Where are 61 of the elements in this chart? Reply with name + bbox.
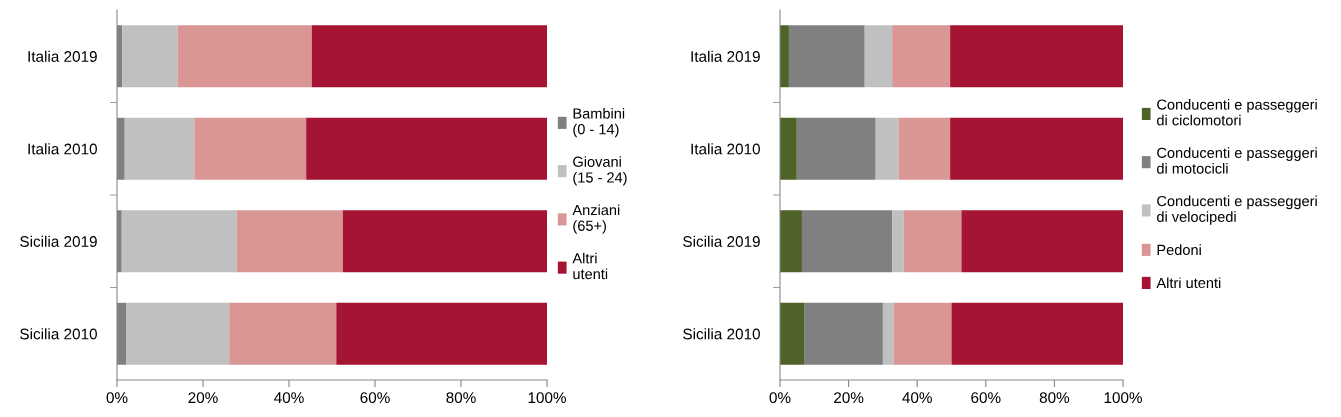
x-tick-label: 0% [106, 392, 128, 404]
legend-label: Altri utenti [1156, 277, 1221, 289]
bar [801, 210, 893, 273]
bar [780, 210, 802, 273]
x-tick-label: 60% [360, 392, 390, 404]
legend-label: Giovani (15 - 24) [573, 156, 627, 186]
bar [804, 302, 883, 365]
bar [875, 117, 899, 180]
bar [306, 117, 547, 180]
bar [121, 210, 237, 273]
x-tick-label: 80% [446, 392, 476, 404]
bar [780, 117, 797, 180]
legend-label: Conducenti e passeggeri di motocicli [1157, 147, 1317, 174]
bar [903, 210, 962, 273]
bar [796, 117, 876, 180]
x-tick-label: 0% [769, 392, 791, 404]
bar [342, 210, 547, 273]
x-tick-label: 100% [1104, 392, 1142, 404]
y-tick-label: Sicilia 2010 [683, 328, 760, 340]
bar [864, 25, 893, 88]
bar [122, 25, 178, 88]
bar [124, 117, 195, 180]
y-tick-label: Sicilia 2019 [683, 235, 760, 247]
x-tick-label: 40% [902, 392, 932, 404]
y-tick-label: Italia 2019 [28, 50, 97, 62]
legend-label: Bambini (0 - 14) [573, 107, 625, 138]
x-tick-label: 80% [1039, 392, 1070, 404]
bar [780, 302, 805, 365]
legend-label: Anziani (65+) [572, 204, 620, 234]
legend-label: Conducenti e passeggeri di velocipedi [1157, 195, 1317, 225]
bar [892, 210, 904, 273]
y-tick-label: Sicilia 2010 [20, 328, 97, 340]
bar [893, 302, 952, 365]
bar [236, 210, 343, 273]
x-tick-label: 60% [971, 392, 1001, 404]
y-tick-label: Italia 2010 [28, 143, 97, 155]
bar [177, 25, 312, 88]
legend-label: Altri utenti [572, 252, 608, 280]
legend-label: Pedoni [1157, 244, 1201, 256]
bar [961, 210, 1123, 273]
bar [311, 25, 547, 88]
x-tick-label: 20% [834, 392, 864, 404]
legend-label: Conducenti e passeggeri di ciclomotori [1157, 99, 1317, 126]
bar [780, 25, 789, 88]
x-tick-label: 40% [274, 392, 304, 404]
y-tick-label: Italia 2010 [691, 143, 760, 155]
bar [950, 25, 1123, 88]
bar [951, 302, 1123, 365]
bar [126, 302, 230, 365]
x-tick-label: 100% [528, 392, 566, 404]
bar [892, 25, 951, 88]
y-tick-label: Sicilia 2019 [20, 235, 97, 247]
bar [950, 117, 1123, 180]
bar [194, 117, 307, 180]
y-tick-label: Italia 2019 [691, 50, 760, 62]
bar [898, 117, 951, 180]
bar [229, 302, 337, 365]
bar [336, 302, 547, 365]
bar [882, 302, 894, 365]
x-tick-label: 20% [188, 392, 218, 404]
bar [788, 25, 865, 88]
